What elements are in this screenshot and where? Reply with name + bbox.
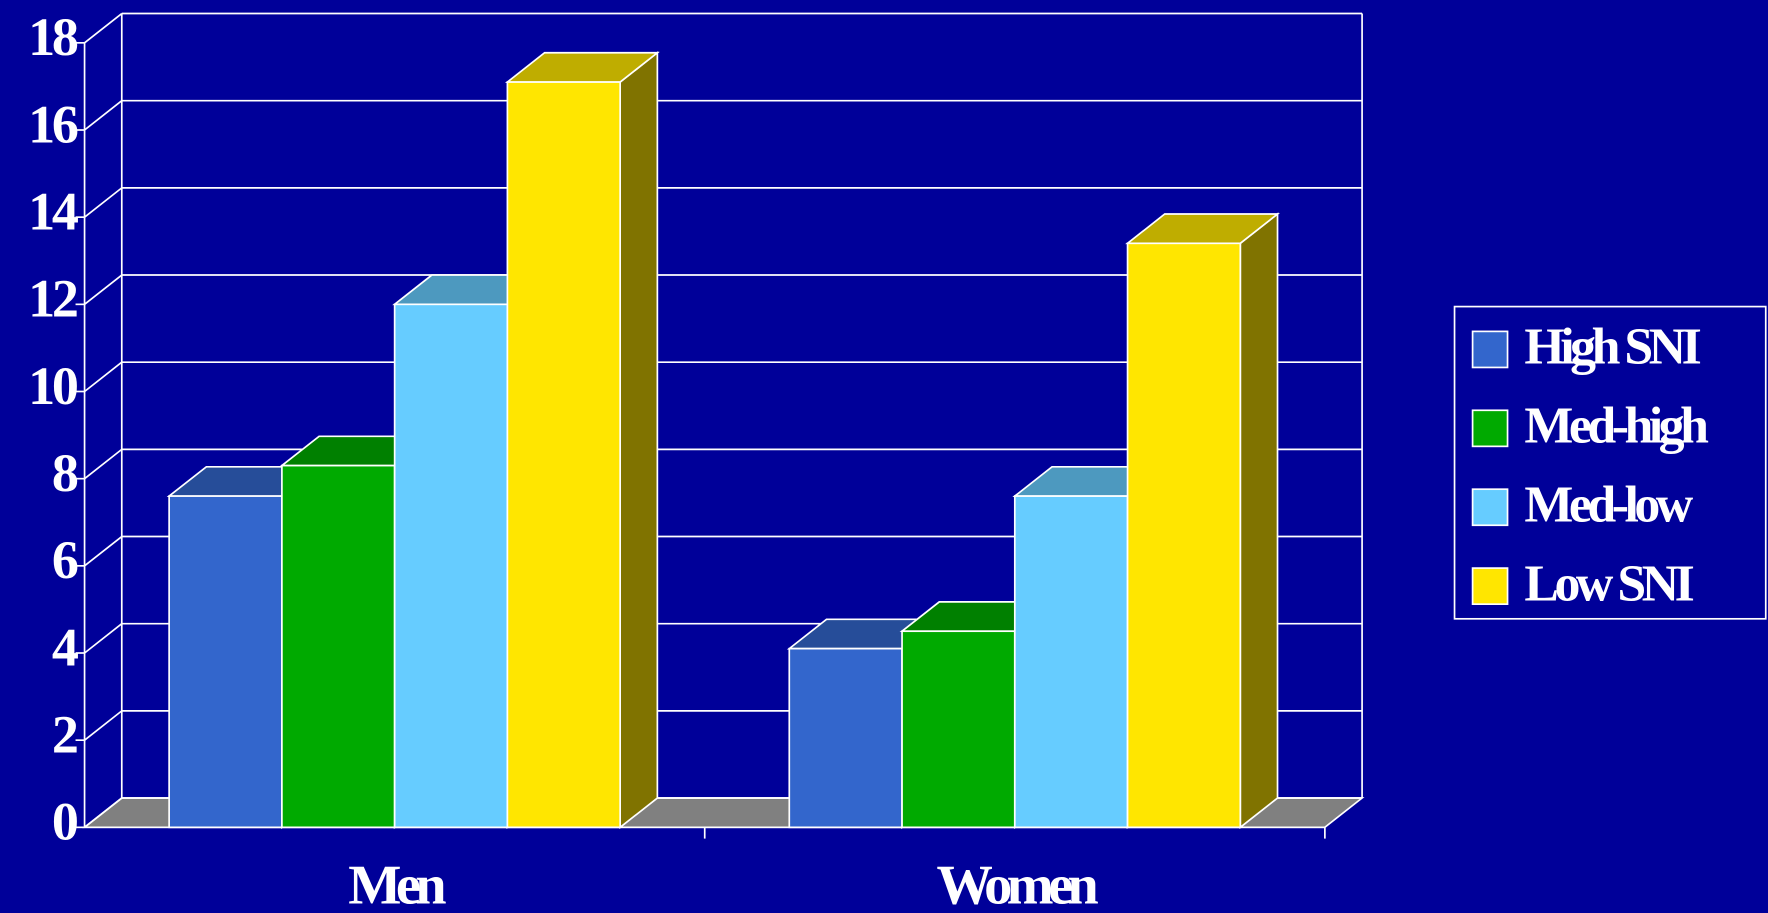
bar-front	[901, 630, 1016, 829]
legend-swatch	[1471, 567, 1509, 606]
legend-swatch	[1471, 409, 1509, 448]
legend-label: Low SNI	[1524, 555, 1693, 612]
y-tick-label: 18	[28, 7, 78, 67]
bar-front	[1126, 242, 1242, 829]
side-grid-line	[84, 797, 123, 828]
bar-side	[619, 51, 659, 830]
y-tick-label: 12	[28, 269, 77, 329]
legend-label: Med-high	[1524, 397, 1709, 454]
side-grid-line	[84, 710, 123, 741]
side-grid-line	[84, 12, 123, 44]
y-tick-label: 6	[52, 530, 78, 590]
y-tick-label: 2	[52, 705, 77, 765]
bar-front	[506, 81, 621, 829]
bar	[1125, 212, 1280, 830]
bar-front	[281, 464, 396, 829]
bar-front	[393, 303, 509, 829]
side-grid-line	[84, 361, 123, 393]
x-tick-label: Men	[348, 854, 446, 913]
side-grid-line	[84, 623, 123, 654]
legend: High SNI Med-high Med-low Low SNI	[1453, 305, 1767, 620]
bar	[504, 51, 660, 830]
bar-front	[788, 647, 903, 829]
bar-front	[1013, 495, 1129, 829]
bar-front	[168, 495, 283, 829]
side-grid-line	[84, 448, 123, 480]
y-tick-label: 0	[52, 792, 77, 852]
y-tick-label: 16	[28, 94, 78, 154]
legend-swatch	[1471, 488, 1509, 527]
side-grid-line	[84, 100, 123, 131]
bar-side	[1239, 212, 1279, 830]
y-tick-label: 10	[28, 356, 77, 416]
y-tick-label: 4	[52, 617, 79, 677]
legend-label: Med-low	[1524, 476, 1693, 533]
legend-swatch	[1471, 330, 1509, 369]
side-grid-line	[84, 187, 123, 218]
y-tick-label: 8	[52, 443, 78, 503]
legend-label: High SNI	[1524, 319, 1700, 376]
legend-box	[1453, 305, 1767, 620]
side-grid-line	[84, 274, 123, 305]
y-tick-label: 14	[28, 182, 79, 242]
side-grid-line	[84, 535, 123, 567]
x-tick-label: Women	[937, 854, 1099, 913]
